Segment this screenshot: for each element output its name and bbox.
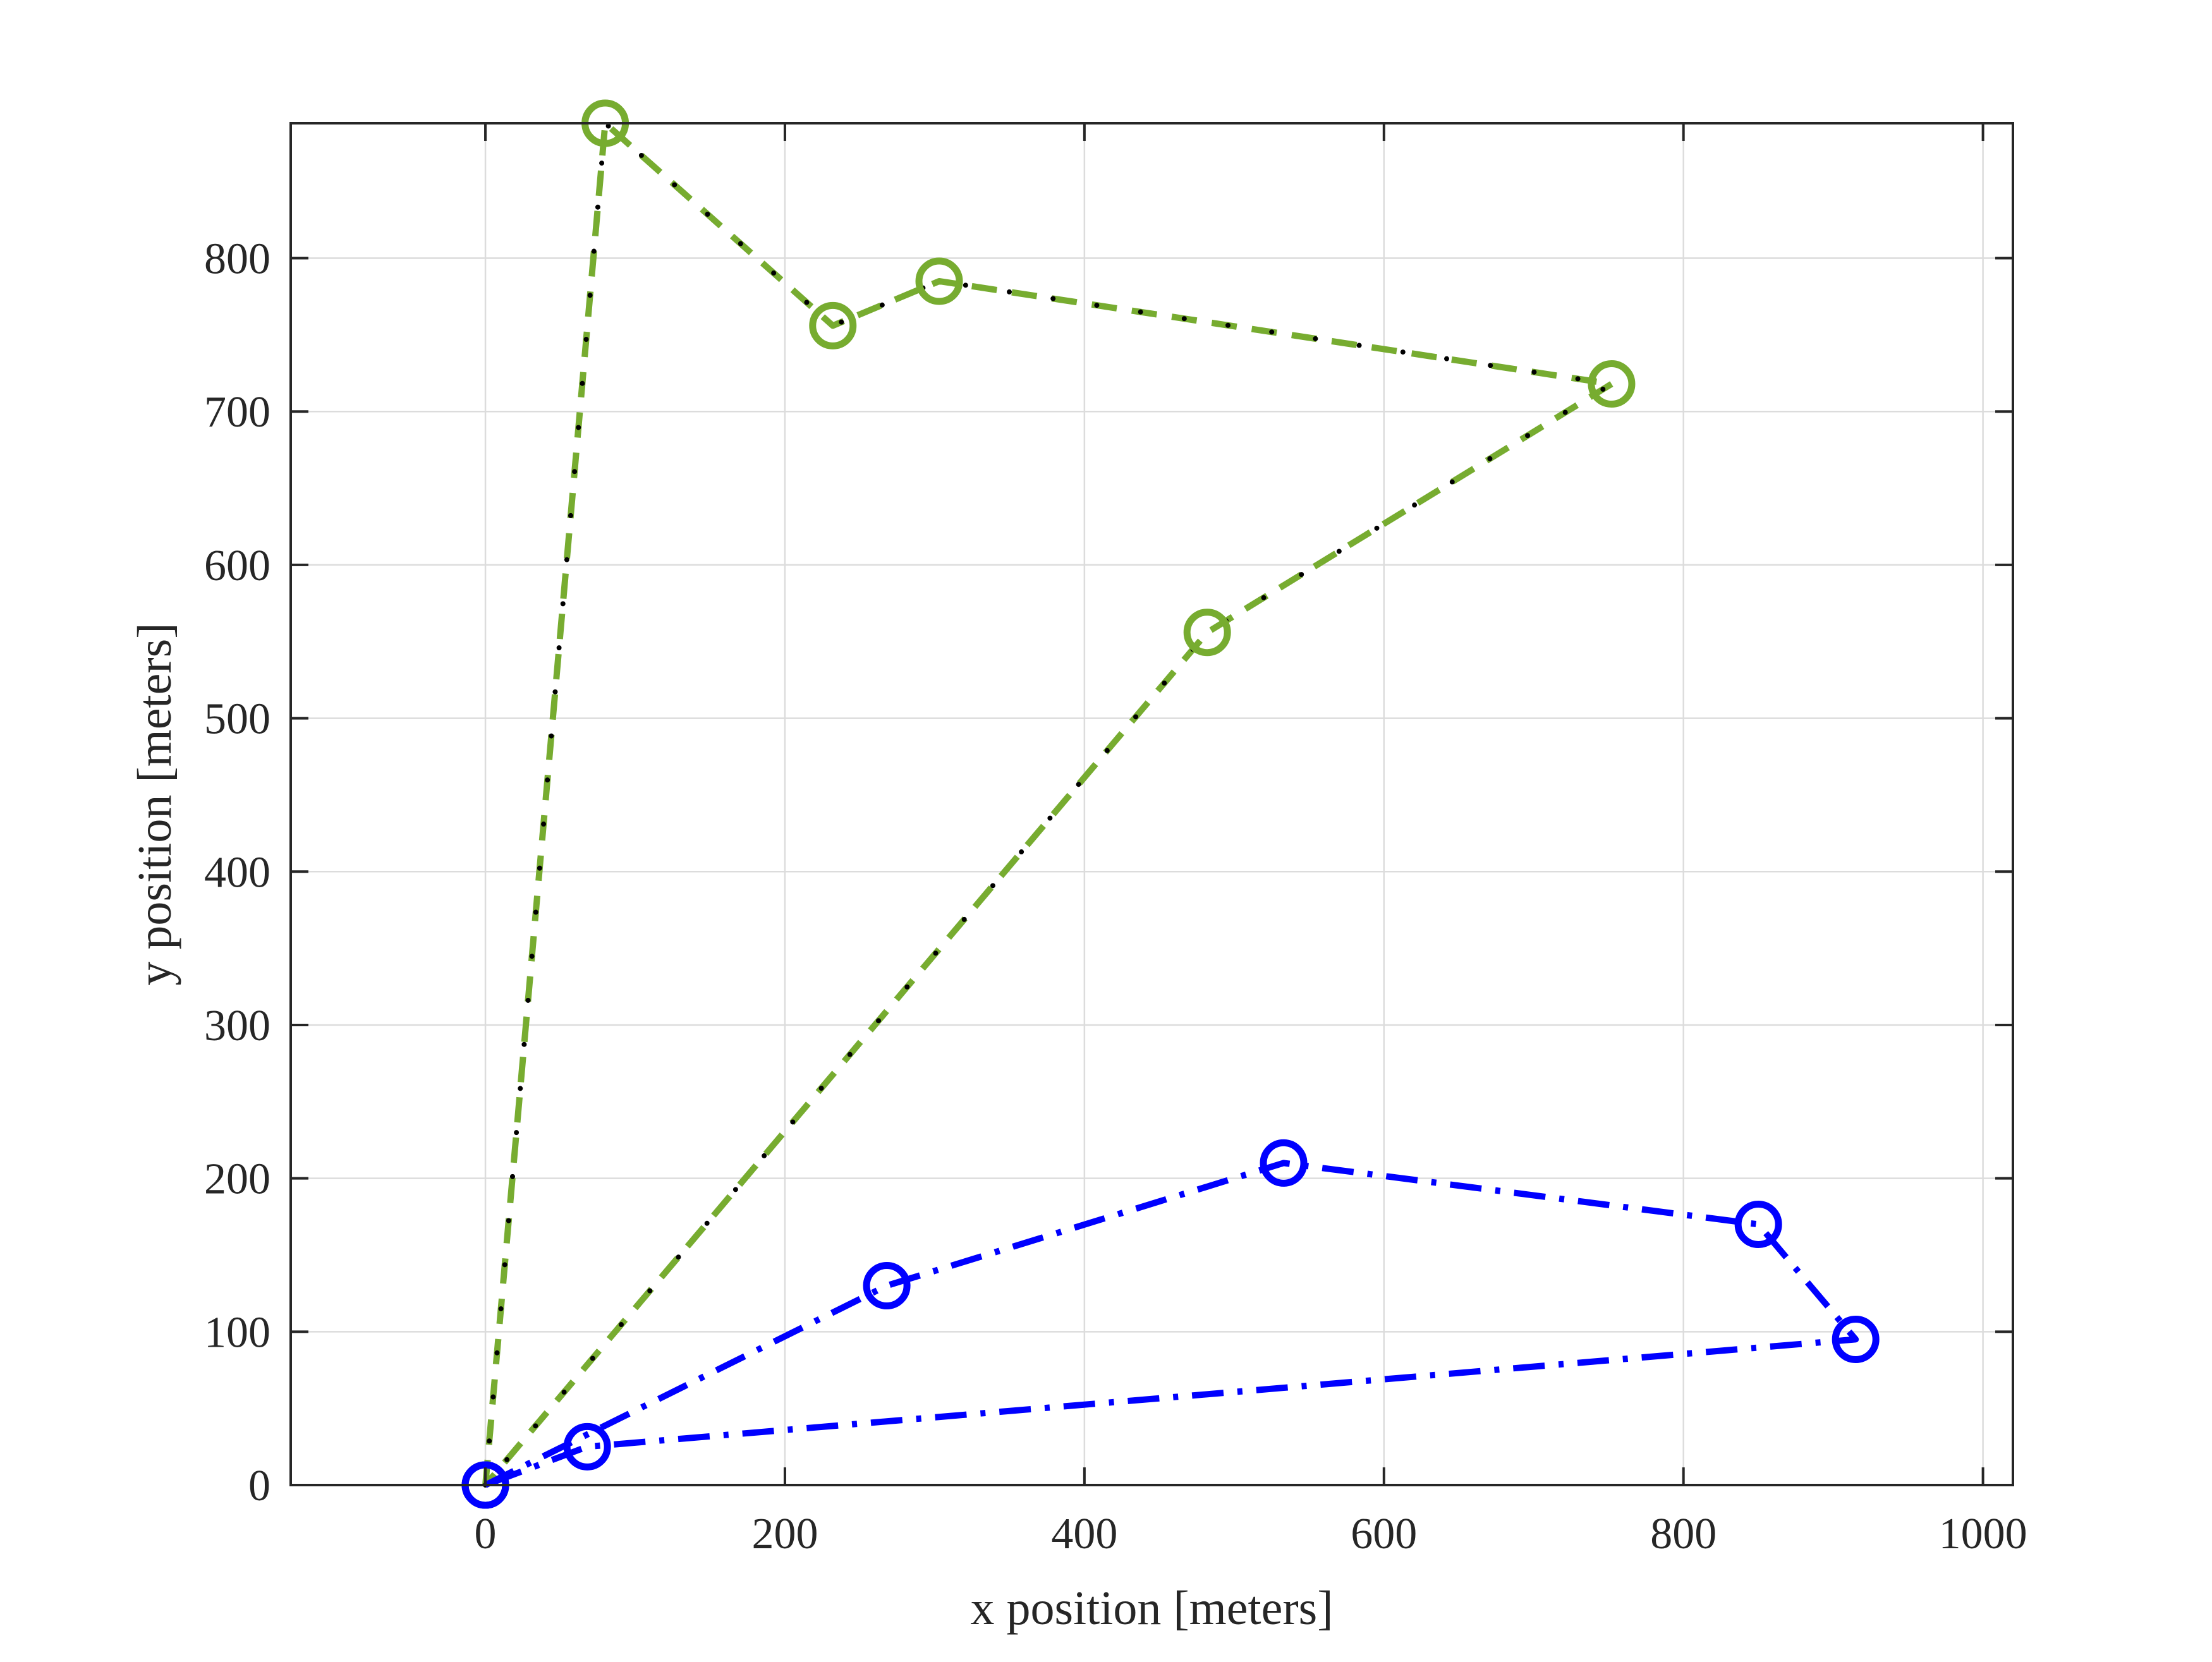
series-line <box>482 120 1615 1488</box>
series-marker <box>1832 1315 1880 1363</box>
y-tick-label: 300 <box>204 1002 270 1050</box>
y-tick-label: 500 <box>204 695 270 744</box>
grid <box>291 123 2013 1486</box>
series-marker <box>1588 360 1636 408</box>
x-tick-label: 600 <box>1351 1510 1417 1558</box>
series-0 <box>461 99 1636 1509</box>
y-tick-label: 700 <box>204 388 270 437</box>
y-tick-label: 400 <box>204 848 270 897</box>
series-marker <box>1183 609 1231 657</box>
series-group <box>461 99 1880 1509</box>
series-1 <box>461 1139 1880 1509</box>
ticks: 0 200 400 600 800 1000 0 100 200 300 400 500 600 700 8… <box>204 123 2027 1558</box>
series-line <box>483 1160 1859 1488</box>
series-dot-overlay <box>483 118 1619 1488</box>
y-axis-label: y position [meters] <box>128 622 181 985</box>
y-tick-label: 800 <box>204 235 270 284</box>
x-tick-label: 400 <box>1051 1510 1117 1558</box>
series-marker <box>1734 1200 1782 1248</box>
y-tick-label: 600 <box>204 542 270 590</box>
series-marker <box>863 1262 911 1310</box>
series-marker <box>809 301 857 349</box>
x-tick-label: 200 <box>751 1510 818 1558</box>
x-tick-label: 800 <box>1650 1510 1717 1558</box>
series-marker <box>1260 1139 1308 1187</box>
x-tick-label: 1000 <box>1939 1510 2027 1558</box>
series-marker <box>915 257 963 305</box>
x-tick-label: 0 <box>475 1510 497 1558</box>
series-marker <box>563 1422 611 1471</box>
y-tick-label: 100 <box>204 1308 270 1357</box>
y-tick-label: 200 <box>204 1155 270 1204</box>
y-tick-label: 0 <box>248 1462 270 1510</box>
plot-frame <box>289 122 2014 1486</box>
x-axis-label: x position [meters] <box>970 1582 1333 1635</box>
